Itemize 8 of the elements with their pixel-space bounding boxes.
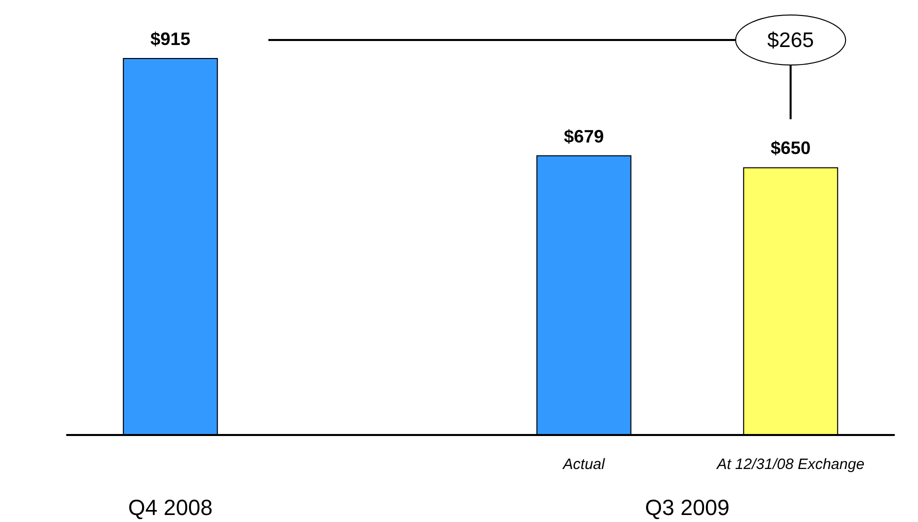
data-label: $650 — [770, 138, 811, 158]
data-label: $679 — [564, 126, 604, 146]
x-tick-label: Actual — [562, 456, 606, 473]
x-tick-label: At 12/31/08 Exchange — [716, 456, 864, 473]
data-label: $915 — [150, 29, 190, 50]
text: $265 — [767, 29, 814, 52]
text: Q4 2008 — [128, 495, 213, 520]
text: Q3 2009 — [645, 495, 730, 520]
